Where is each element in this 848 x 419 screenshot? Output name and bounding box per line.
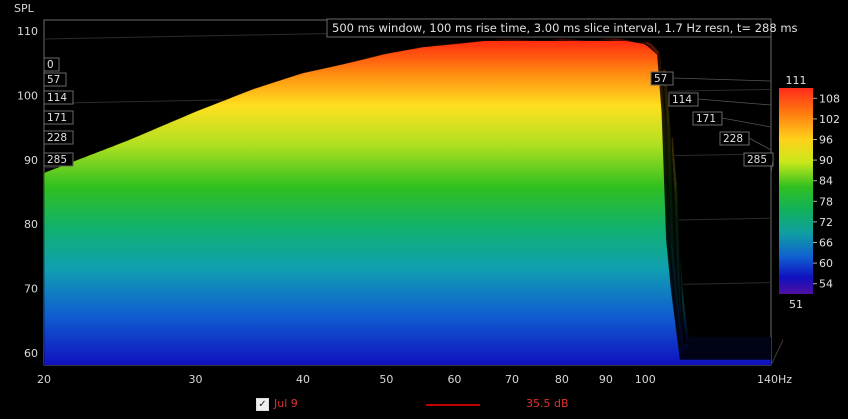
y-tick-label: 60	[24, 347, 38, 360]
time-label-box	[43, 72, 67, 87]
waterfall-slice	[44, 40, 771, 365]
time-label-right: 114	[672, 94, 692, 106]
colorbar-tick-label: 72	[819, 216, 833, 229]
time-label-left: 171	[47, 112, 67, 124]
colorbar-min-label: 51	[789, 298, 803, 311]
x-tick-label: 70	[505, 373, 519, 386]
time-label-left: 0	[47, 59, 54, 71]
legend-footer: ✓ Jul 9 35.5 dB	[0, 395, 848, 415]
colorbar-tick-label: 90	[819, 154, 833, 167]
colorbar: 111 51 108 102 96 90 84 78 72 66 60 54	[779, 74, 840, 311]
x-tick-label: 30	[188, 373, 202, 386]
time-label-left: 285	[47, 154, 67, 166]
colorbar-tick-label: 78	[819, 195, 833, 208]
time-axis-labels: 0 57 114 171 228 285 57 114 171 228 285	[43, 57, 774, 175]
colorbar-tick-label: 102	[819, 113, 840, 126]
time-axis-line	[672, 77, 772, 82]
time-label-box	[43, 57, 60, 72]
colorbar-tick-label: 84	[819, 175, 833, 188]
y-axis-ticks: 60 70 80 90 100 110	[17, 25, 38, 360]
time-label-box	[692, 111, 723, 126]
colorbar-ticks: 108 102 96 90 84 78 72 66 60 54	[813, 92, 840, 291]
y-tick-label: 70	[24, 283, 38, 296]
colorbar-tick-label: 108	[819, 92, 840, 105]
time-label-box	[43, 110, 74, 125]
x-tick-label: 60	[447, 373, 461, 386]
x-tick-label: 50	[379, 373, 393, 386]
x-tick-label: 100	[635, 373, 656, 386]
waterfall-surface	[44, 37, 771, 365]
y-tick-label: 110	[17, 25, 38, 38]
colorbar-tick-label: 96	[819, 134, 833, 147]
time-label-box	[719, 131, 750, 146]
x-axis-ticks: 20 30 40 50 60 70 80 90 100 140Hz	[37, 373, 792, 386]
y-axis-label: SPL	[14, 2, 35, 15]
time-label-box	[43, 152, 74, 167]
time-label-right: 228	[723, 133, 743, 145]
time-axis-line	[697, 98, 772, 106]
colorbar-tick-label: 66	[819, 237, 833, 250]
x-tick-label: 90	[599, 373, 613, 386]
x-gridline	[770, 339, 784, 366]
y-tick-label: 90	[24, 154, 38, 167]
title-box	[326, 18, 772, 38]
y-tick-label: 80	[24, 218, 38, 231]
time-label-left: 228	[47, 132, 67, 144]
x-tick-label: 140Hz	[757, 373, 792, 386]
colorbar-max-label: 111	[786, 74, 807, 87]
time-label-right: 57	[654, 73, 667, 85]
legend-value: 35.5 dB	[526, 397, 569, 410]
time-axis-line	[748, 137, 772, 151]
time-label-box	[43, 90, 74, 105]
colorbar-gradient	[779, 88, 813, 294]
y-tick-label: 100	[17, 89, 38, 102]
time-label-right: 171	[696, 113, 716, 125]
time-label-box	[668, 92, 699, 107]
colorbar-tick-label: 54	[819, 278, 833, 291]
x-tick-label: 80	[555, 373, 569, 386]
time-label-right: 285	[747, 154, 767, 166]
colorbar-tick-label: 60	[819, 257, 833, 270]
x-tick-label: 40	[296, 373, 310, 386]
legend-swatch-line	[426, 404, 480, 406]
time-label-left: 57	[47, 74, 60, 86]
time-axis-line	[770, 158, 774, 175]
time-label-left: 114	[47, 92, 67, 104]
time-label-box	[43, 130, 74, 145]
x-tick-label: 20	[37, 373, 51, 386]
measurement-name: Jul 9	[274, 397, 298, 410]
time-label-box	[650, 71, 674, 86]
chart-title: 500 ms window, 100 ms rise time, 3.00 ms…	[332, 21, 798, 35]
measurement-checkbox[interactable]: ✓	[256, 398, 269, 411]
time-axis-line	[721, 117, 772, 128]
